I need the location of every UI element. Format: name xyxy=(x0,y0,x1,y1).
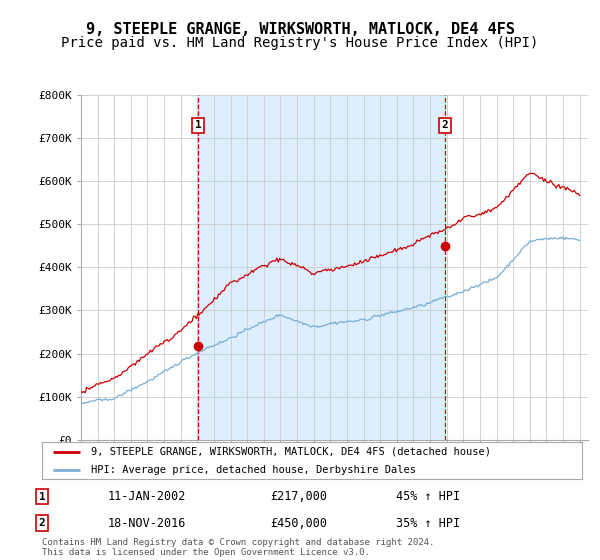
Text: 9, STEEPLE GRANGE, WIRKSWORTH, MATLOCK, DE4 4FS (detached house): 9, STEEPLE GRANGE, WIRKSWORTH, MATLOCK, … xyxy=(91,446,491,456)
Bar xyxy=(198,95,445,440)
Text: £217,000: £217,000 xyxy=(270,490,327,503)
Text: 2: 2 xyxy=(442,120,448,130)
Text: 45% ↑ HPI: 45% ↑ HPI xyxy=(396,490,460,503)
Text: 9, STEEPLE GRANGE, WIRKSWORTH, MATLOCK, DE4 4FS: 9, STEEPLE GRANGE, WIRKSWORTH, MATLOCK, … xyxy=(86,22,514,38)
Text: HPI: Average price, detached house, Derbyshire Dales: HPI: Average price, detached house, Derb… xyxy=(91,465,416,475)
Text: Price paid vs. HM Land Registry's House Price Index (HPI): Price paid vs. HM Land Registry's House … xyxy=(61,36,539,50)
Text: Contains HM Land Registry data © Crown copyright and database right 2024.
This d: Contains HM Land Registry data © Crown c… xyxy=(42,538,434,557)
Text: £450,000: £450,000 xyxy=(270,516,327,530)
Text: 35% ↑ HPI: 35% ↑ HPI xyxy=(396,516,460,530)
Text: 11-JAN-2002: 11-JAN-2002 xyxy=(108,490,187,503)
Text: 1: 1 xyxy=(194,120,202,130)
Text: 18-NOV-2016: 18-NOV-2016 xyxy=(108,516,187,530)
Text: 1: 1 xyxy=(38,492,46,502)
Text: 2: 2 xyxy=(38,518,46,528)
